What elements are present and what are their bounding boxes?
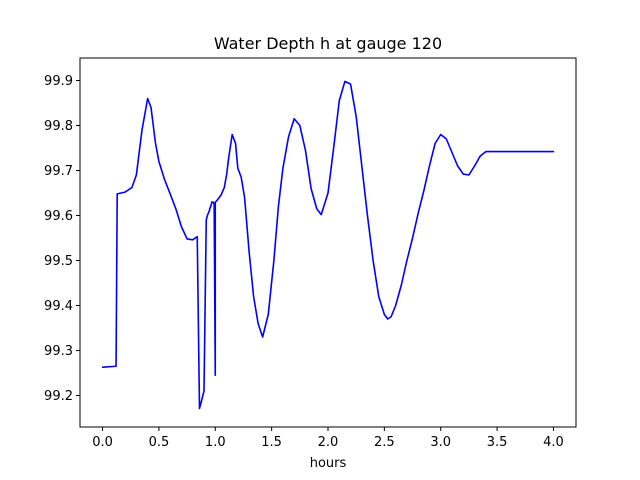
x-tick-label: 3.0 <box>430 435 451 450</box>
x-axis-label: hours <box>310 456 347 471</box>
x-tick-label: 2.5 <box>374 435 395 450</box>
y-tick-label: 99.4 <box>44 299 73 314</box>
x-tick-label: 4.0 <box>543 435 564 450</box>
x-tick-label: 3.5 <box>487 435 508 450</box>
y-tick-label: 99.8 <box>44 119 73 134</box>
x-tick-label: 0.5 <box>149 435 170 450</box>
y-tick-label: 99.5 <box>44 254 73 269</box>
x-tick-label: 1.5 <box>261 435 282 450</box>
x-tick-label: 1.0 <box>205 435 226 450</box>
x-tick-label: 2.0 <box>318 435 339 450</box>
y-tick-label: 99.7 <box>44 164 73 179</box>
y-tick-label: 99.3 <box>44 344 73 359</box>
chart-title: Water Depth h at gauge 120 <box>214 34 442 53</box>
y-axis-ticks: 99.2 99.3 99.4 99.5 99.6 99.7 99.8 99.9 <box>44 74 80 404</box>
x-tick-label: 0.0 <box>92 435 113 450</box>
x-axis-ticks: 0.0 0.5 1.0 1.5 2.0 2.5 3.0 3.5 4.0 <box>92 427 564 450</box>
y-tick-label: 99.2 <box>44 389 73 404</box>
y-tick-label: 99.9 <box>44 74 73 89</box>
y-tick-label: 99.6 <box>44 209 73 224</box>
series-layer <box>101 80 555 410</box>
series-line <box>101 80 555 410</box>
